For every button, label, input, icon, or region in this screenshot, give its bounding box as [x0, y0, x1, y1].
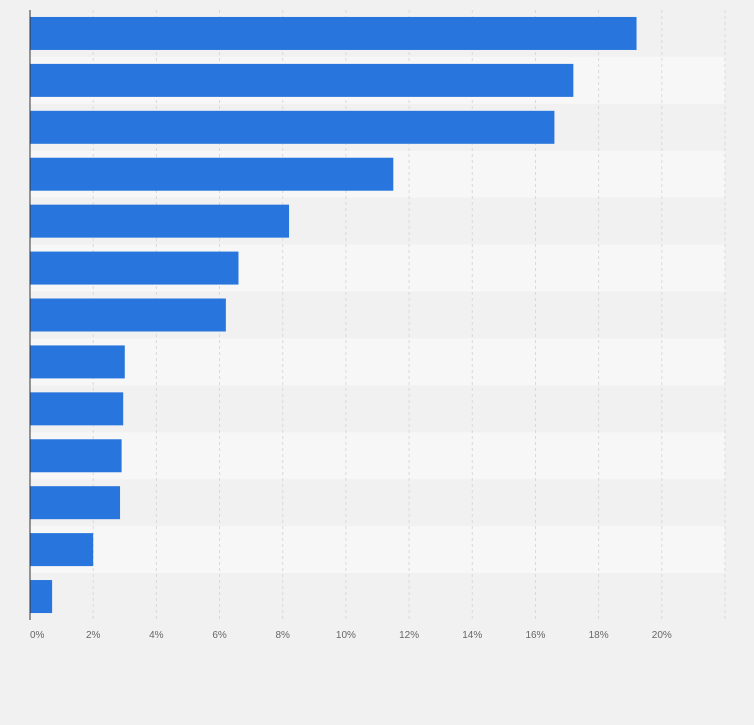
row-band [30, 526, 725, 574]
bar [30, 298, 226, 332]
row-band [30, 385, 725, 433]
row-band [30, 573, 725, 620]
bar [30, 16, 637, 50]
bar [30, 439, 122, 473]
x-tick-label: 0% [30, 630, 45, 641]
row-band [30, 479, 725, 527]
x-tick-label: 16% [525, 630, 545, 641]
x-tick-label: 18% [589, 630, 609, 641]
bar [30, 63, 574, 97]
x-tick-label: 20% [652, 630, 672, 641]
bar [30, 392, 124, 426]
row-band [30, 338, 725, 386]
row-band [30, 432, 725, 480]
x-tick-label: 4% [149, 630, 164, 641]
bar [30, 486, 121, 520]
bar [30, 157, 394, 191]
bar [30, 110, 555, 144]
bar [30, 580, 53, 614]
bar [30, 251, 239, 285]
bar [30, 204, 290, 238]
x-tick-label: 6% [212, 630, 227, 641]
bar [30, 533, 94, 567]
bar [30, 345, 125, 379]
x-tick-label: 8% [276, 630, 291, 641]
x-tick-label: 10% [336, 630, 356, 641]
x-tick-label: 14% [462, 630, 482, 641]
x-tick-label: 2% [86, 630, 101, 641]
x-tick-label: 12% [399, 630, 419, 641]
